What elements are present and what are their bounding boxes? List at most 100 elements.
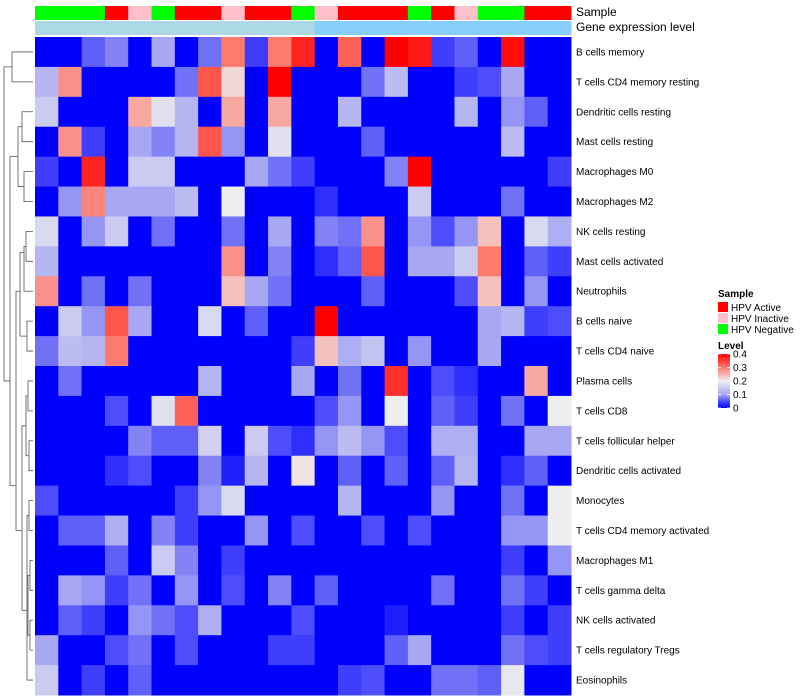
heatmap-cell	[454, 37, 479, 68]
heatmap-cell	[151, 455, 176, 487]
expression-annotation-cell	[268, 21, 292, 35]
heatmap-cell	[221, 336, 246, 367]
heatmap-cell	[361, 246, 386, 277]
heatmap-cell	[58, 605, 83, 636]
heatmap-cell	[314, 455, 339, 487]
heatmap-cell	[221, 156, 246, 188]
heatmap-cell	[58, 395, 83, 427]
heatmap-cell	[384, 216, 409, 247]
heatmap-cell	[221, 126, 246, 158]
heatmap-cell	[477, 575, 502, 606]
heatmap-cell	[384, 126, 409, 158]
heatmap-cell	[431, 276, 455, 307]
heatmap-cell	[174, 66, 199, 98]
heatmap-cell	[58, 216, 83, 247]
heatmap-cell	[361, 575, 386, 606]
heatmap-cell	[337, 455, 362, 487]
heatmap-cell	[174, 246, 199, 277]
heatmap-cell	[501, 635, 525, 666]
heatmap-cell	[337, 515, 362, 546]
heatmap-cell	[128, 336, 153, 367]
row-label: T cells follicular helper	[576, 436, 675, 447]
heatmap-cell	[407, 276, 432, 307]
annotation-labels: Sample Gene expression level	[576, 5, 695, 34]
heatmap-cell	[151, 515, 176, 546]
heatmap-cell	[407, 635, 432, 666]
row-label: T cells CD4 memory activated	[576, 526, 709, 537]
heatmap-cell	[35, 545, 59, 576]
expression-annotation-cell	[291, 21, 316, 35]
heatmap-cell	[104, 366, 129, 397]
row-label: Mast cells resting	[576, 137, 653, 148]
heatmap-cell	[198, 455, 222, 487]
heatmap-cell	[477, 366, 502, 397]
sample-legend-label: HPV Negative	[731, 325, 794, 336]
heatmap-cell	[524, 515, 549, 546]
heatmap-cell	[151, 635, 176, 666]
heatmap-cell	[384, 665, 409, 696]
heatmap-cell	[407, 665, 432, 696]
sample-annotation-cell	[501, 6, 525, 20]
heatmap-cell	[547, 186, 572, 217]
heatmap-cell	[174, 37, 199, 68]
heatmap-cell	[407, 246, 432, 277]
heatmap-cell	[268, 395, 292, 427]
heatmap-cell	[361, 635, 386, 666]
heatmap-cell	[361, 216, 386, 247]
heatmap-cell	[268, 545, 292, 576]
heatmap-cell	[524, 37, 549, 68]
sample-annotation-cell	[81, 6, 106, 20]
level-tick-label: 0.4	[733, 350, 747, 361]
heatmap-cell	[454, 575, 479, 606]
heatmap-cell	[477, 156, 502, 188]
heatmap-cell	[151, 605, 176, 636]
heatmap-cell	[501, 485, 525, 517]
heatmap-cell	[244, 665, 269, 696]
heatmap-cell	[291, 515, 316, 546]
heatmap-cell	[454, 126, 479, 158]
heatmap-cell	[81, 635, 106, 666]
sample-annotation-cell	[547, 6, 572, 20]
heatmap-cell	[501, 216, 525, 247]
heatmap-cell	[174, 336, 199, 367]
heatmap-cell	[547, 306, 572, 337]
heatmap-cell	[291, 366, 316, 397]
heatmap-cell	[128, 37, 153, 68]
heatmap-cell	[198, 665, 222, 696]
heatmap-cell	[174, 216, 199, 247]
heatmap-cell	[104, 126, 129, 158]
heatmap-cell	[291, 665, 316, 696]
heatmap-cell	[174, 455, 199, 487]
heatmap-cell	[337, 575, 362, 606]
dendrogram-branch	[29, 619, 33, 651]
heatmap-cell	[221, 366, 246, 397]
heatmap-cell	[174, 306, 199, 337]
sample-annotation-cell	[431, 6, 455, 20]
row-label: Monocytes	[576, 496, 624, 507]
heatmap-cell	[58, 306, 83, 337]
heatmap-cell	[81, 156, 106, 188]
heatmap-cell	[268, 246, 292, 277]
heatmap-cell	[128, 395, 153, 427]
sample-annotation-cell	[198, 6, 222, 20]
heatmap-cell	[221, 186, 246, 217]
heatmap-cell	[268, 336, 292, 367]
heatmap-cell	[174, 96, 199, 128]
heatmap-cell	[244, 515, 269, 546]
heatmap-cell	[268, 37, 292, 68]
heatmap-cell	[361, 485, 386, 517]
row-label: Dendritic cells activated	[576, 466, 681, 477]
heatmap-cell	[384, 545, 409, 576]
heatmap-cell	[58, 515, 83, 546]
heatmap-cell	[174, 665, 199, 696]
heatmap-cell	[524, 126, 549, 158]
dendrogram-branch	[27, 380, 33, 412]
sample-annotation-cell	[407, 6, 432, 20]
heatmap-cell	[547, 366, 572, 397]
heatmap-cell	[35, 455, 59, 487]
annotation-label-expression: Gene expression level	[576, 20, 695, 34]
sample-annotation-cell	[337, 6, 362, 20]
heatmap-cell	[477, 455, 502, 487]
heatmap-cell	[128, 575, 153, 606]
heatmap-cell	[268, 276, 292, 307]
